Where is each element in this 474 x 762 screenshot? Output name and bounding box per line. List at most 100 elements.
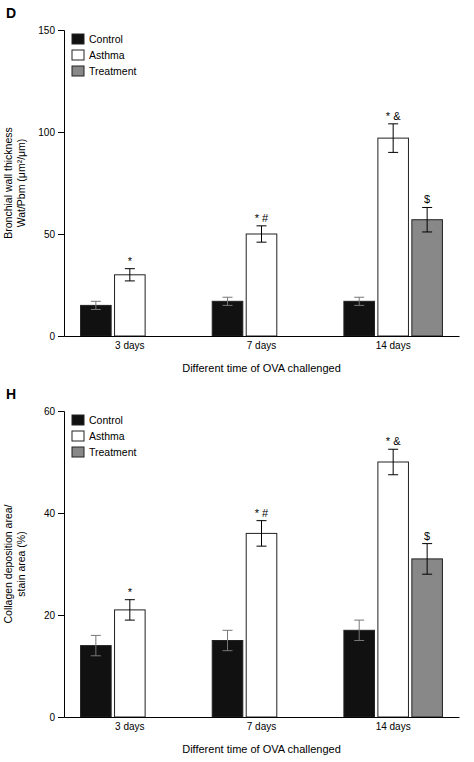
y-tick-label: 0 (49, 331, 55, 342)
x-axis-line (65, 336, 460, 337)
legend-swatch (72, 50, 84, 60)
x-tick: 7 days (247, 340, 276, 351)
y-tick-mark (58, 615, 64, 616)
y-tick: 0 (49, 712, 64, 723)
error-bar (422, 544, 432, 575)
x-tick: 14 days (376, 721, 411, 732)
annotation: $ (424, 530, 430, 542)
y-tick-mark (58, 132, 64, 133)
legend-item: Asthma (72, 49, 125, 61)
y-tick-mark (58, 30, 64, 31)
legend-swatch (72, 431, 84, 441)
x-tick-label: 14 days (376, 721, 411, 732)
plot-area: 0 50 100 150 3 days 7 days 14 days * * # * & $ Diff… (2, 25, 460, 374)
plot-area: 0 20 40 60 3 days 7 days 14 days * * # * & $ Differ… (2, 406, 460, 755)
error-bar (91, 635, 101, 655)
annotation: * # (255, 212, 269, 224)
bar (344, 301, 375, 336)
legend-label: Treatment (89, 446, 137, 458)
y-axis-line (58, 412, 65, 718)
x-axis: 3 days 7 days 14 days (65, 718, 460, 733)
annotation: $ (424, 193, 430, 205)
legend-swatch (72, 34, 84, 44)
y-tick: 0 (49, 331, 64, 342)
error-bar (257, 521, 267, 547)
bar (212, 641, 243, 718)
x-tick: 3 days (115, 340, 144, 351)
legend-item: Treatment (72, 65, 137, 77)
y-tick-label: 50 (44, 229, 56, 240)
bar (212, 301, 243, 336)
annotations: * * # * & $ (128, 110, 431, 267)
annotation: * (128, 586, 133, 598)
panel-title: H (6, 386, 16, 402)
annotation: * (128, 255, 133, 267)
y-tick: 60 (44, 406, 64, 417)
x-tick-label: 14 days (376, 340, 411, 351)
error-bar (388, 449, 398, 475)
x-tick-label: 3 days (115, 721, 144, 732)
bar (115, 610, 146, 717)
error-bar (125, 269, 135, 281)
y-tick-label: 40 (44, 508, 56, 519)
legend-item: Control (72, 414, 123, 426)
legend-label: Asthma (89, 49, 125, 61)
y-tick-mark (58, 234, 64, 235)
bar (412, 220, 443, 336)
y-tick: 100 (38, 127, 64, 138)
legend-label: Control (89, 414, 123, 426)
legend: ControlAsthmaTreatment (72, 33, 137, 77)
annotations: * * # * & $ (128, 435, 431, 597)
annotation: * & (386, 110, 401, 122)
y-tick-label: 150 (38, 25, 55, 36)
bars (81, 449, 443, 717)
error-bar (354, 620, 364, 640)
x-axis-label: Different time of OVA challenged (182, 743, 341, 755)
bars (81, 124, 443, 336)
bar (378, 138, 409, 336)
legend-item: Asthma (72, 430, 125, 442)
bar (246, 234, 277, 336)
annotation: * # (255, 507, 269, 519)
y-tick-label: 100 (38, 127, 55, 138)
x-tick: 7 days (247, 721, 276, 732)
x-axis-label: Different time of OVA challenged (182, 362, 341, 374)
legend-swatch (72, 447, 84, 457)
y-tick-label: 20 (44, 610, 56, 621)
x-tick-label: 3 days (115, 340, 144, 351)
y-tick: 50 (44, 229, 64, 240)
x-axis: 3 days 7 days 14 days (65, 337, 460, 352)
panel-title: D (6, 5, 16, 21)
y-tick-mark (58, 513, 64, 514)
error-bar (422, 207, 432, 231)
legend-swatch (72, 415, 84, 425)
x-axis-line (65, 717, 460, 718)
y-tick-label: 0 (49, 712, 55, 723)
x-tick: 3 days (115, 721, 144, 732)
x-tick-label: 7 days (247, 721, 276, 732)
legend-label: Treatment (89, 65, 137, 77)
y-tick: 40 (44, 508, 64, 519)
y-axis-label: Bronchial wall thicknessWat/Pbm (μm²/μm) (2, 127, 27, 238)
legend: Control Asthma Treatment (72, 414, 137, 458)
bar (344, 630, 375, 717)
figure: D 0 50 100 150 3 days 7 days 14 days * * # * & $ Dif… (0, 0, 474, 762)
legend-swatch (72, 66, 84, 76)
error-bar (223, 297, 233, 305)
error-bar (354, 297, 364, 305)
y-tick-mark (58, 336, 64, 337)
y-tick-mark (58, 411, 64, 412)
y-tick: 20 (44, 610, 64, 621)
error-bar (223, 630, 233, 650)
y-tick-mark (58, 717, 64, 718)
error-bar (388, 124, 398, 153)
y-axis: 0 50 100 150 (38, 25, 64, 342)
error-bar (257, 226, 267, 242)
y-axis-label: Collagen deposition area/stain area (%) (2, 504, 27, 623)
y-tick: 150 (38, 25, 64, 36)
bar (115, 275, 146, 336)
bar (378, 462, 409, 717)
bar (412, 559, 443, 717)
annotation: * & (386, 435, 401, 447)
bar (81, 646, 112, 717)
